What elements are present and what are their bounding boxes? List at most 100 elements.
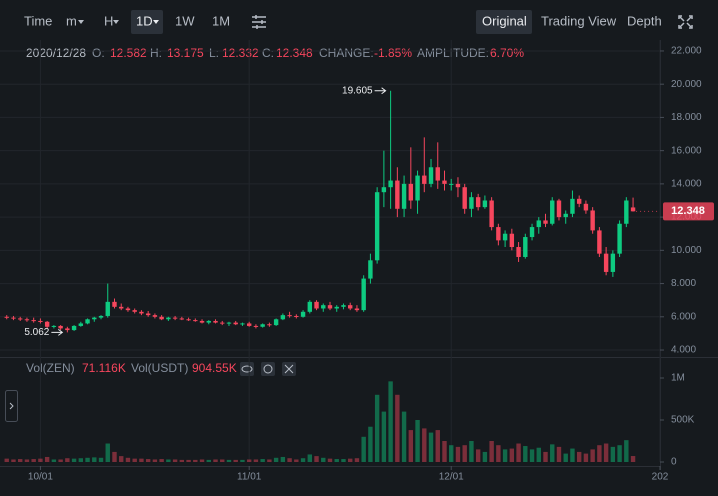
candle-body [145,313,151,316]
volume-bar [536,447,541,462]
eye-icon [241,365,253,373]
settings-button[interactable] [261,362,275,376]
volume-bar [145,459,151,462]
candle-body [31,320,36,322]
volume-bar [152,459,158,462]
candle-body [38,320,43,322]
volume-bar [401,411,407,462]
collapse-button[interactable] [5,390,18,422]
candle-body [469,197,474,209]
candle-body [226,322,232,324]
volume-bar [550,444,555,462]
volume-bar [199,459,205,462]
volume-bar [119,456,124,462]
volume-bar [125,457,131,462]
y-tick-label: 14.000 [671,179,702,190]
volume-bar [11,459,16,462]
volume-bar [509,448,515,462]
volume-bar [361,436,366,462]
settings-icon [263,364,273,374]
candle-body [220,322,225,324]
candle-body [489,200,494,228]
volume-bar [273,457,279,462]
volume-bar [603,443,609,462]
volume-bar [92,457,97,462]
volume-bar [516,443,521,462]
volume-bar [482,451,488,462]
toolbar-item[interactable]: 1D [136,13,153,28]
header-value: 12.332 [222,46,259,60]
candle-body [354,308,360,311]
candle-body [401,183,407,209]
toolbar-item[interactable]: 1W [175,13,195,28]
volume-value: 904.55K [192,361,237,375]
toolbar: Time m H 1D 1W 1M Original Trading View … [24,10,693,34]
candle-body [294,315,299,317]
candle-body [132,310,137,312]
volume-bar [226,459,232,462]
view-tab[interactable]: Depth [627,13,662,28]
toolbar-item[interactable]: 1M [212,13,230,28]
candle-body [139,311,144,314]
eye-button[interactable] [240,362,254,376]
candle-body [280,315,286,320]
candle-body [496,227,501,241]
y-tick-label: 16.000 [671,145,702,156]
candle-body [287,315,292,317]
volume-bar [422,428,427,462]
candle-body [300,311,306,317]
candle-body [361,278,366,311]
candle-body [502,233,508,241]
volume-bar [78,458,84,462]
candle-body [576,198,582,204]
candle-body [193,320,198,322]
candle-body [536,220,541,228]
candle-body [348,305,353,309]
candle-body [172,317,178,319]
toolbar-item[interactable]: Time [24,13,52,28]
volume-bar [469,441,474,462]
last-price-label: 12.348 [671,205,705,217]
view-tab[interactable]: Original [482,13,527,28]
candle-body [590,210,595,231]
view-tab[interactable]: Trading View [541,13,617,28]
extreme-arrow [51,328,64,336]
candle-body [381,187,387,193]
volume-bar [583,453,589,462]
candle-body [78,323,84,326]
header-value: 13.175 [167,46,204,60]
candle-body [267,324,272,326]
x-tick-label: 11/01 [237,472,262,483]
volume-bar [193,459,198,462]
toolbar-item[interactable]: H [104,13,113,28]
volume-bar [502,449,508,462]
candle-body [368,260,373,279]
candle-body [422,175,427,184]
settings-icon[interactable] [252,15,266,29]
candle-body [550,200,555,224]
volume-bar [489,441,494,462]
candle-body [388,180,393,188]
header-label: CHANGE: [319,46,374,60]
candle-body [71,325,77,331]
candle-body [125,308,131,311]
header-value: 12.348 [276,46,313,60]
volume-bar [186,459,191,462]
volume-bar [240,459,245,462]
y-tick-label: 500K [671,415,695,426]
volume-bar [408,430,414,462]
candle-body [475,197,481,208]
volume-bar [300,458,306,462]
candle-body [166,317,171,320]
volume-bar [4,458,9,462]
volume-bar [206,459,211,462]
candle-body [199,320,205,323]
toolbar-item[interactable]: m [66,13,77,28]
fullscreen-icon[interactable] [678,15,693,29]
candle-body [186,319,191,321]
volume-bar [415,420,420,462]
volume-bar [523,446,528,462]
candle-body [4,316,9,318]
volume-bar [617,445,622,462]
